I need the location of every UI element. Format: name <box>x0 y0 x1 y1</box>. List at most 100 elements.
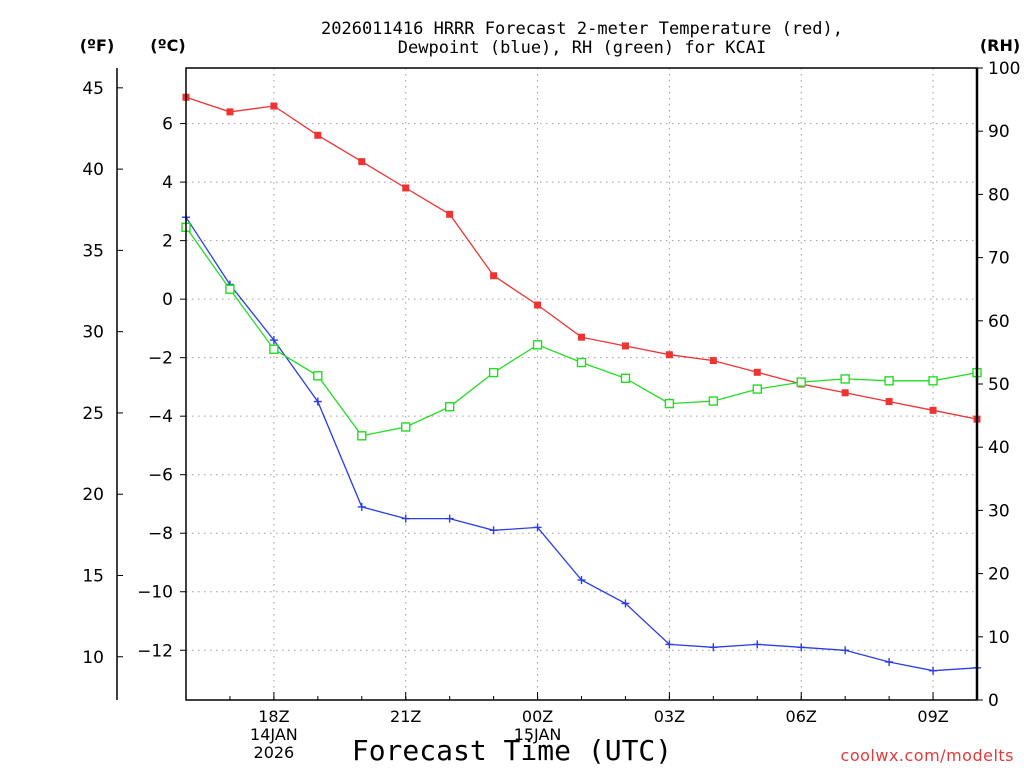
dewpoint-point <box>313 397 322 406</box>
celsius-tick-label: −10 <box>137 583 173 603</box>
temperature-point <box>446 210 454 218</box>
temperature-point <box>621 342 629 350</box>
dewpoint-point <box>401 514 410 523</box>
rh-point <box>401 422 411 432</box>
temperature-point <box>665 351 673 359</box>
credit-text: coolwx.com/modelts <box>841 746 1014 765</box>
rh-tick-label: 20 <box>988 565 1010 585</box>
rh-tick-label: 80 <box>988 185 1010 205</box>
rh-tick-label: 70 <box>988 249 1010 269</box>
rh-point <box>708 396 719 406</box>
celsius-tick-label: −2 <box>148 349 173 369</box>
dewpoint-point <box>269 336 278 345</box>
rh-point <box>840 374 850 384</box>
rh-point <box>225 284 235 294</box>
dewpoint-point <box>753 640 762 649</box>
x-tick-label: 06Z <box>786 707 817 726</box>
celsius-tick-label: 0 <box>162 290 173 310</box>
rh-point <box>620 373 631 384</box>
temperature-point <box>402 184 410 192</box>
dewpoint-point <box>797 643 806 652</box>
dewpoint-point <box>665 640 674 649</box>
fahrenheit-tick-label: 40 <box>82 160 104 180</box>
fahrenheit-tick-label: 15 <box>82 566 104 586</box>
dewpoint-point <box>709 643 718 652</box>
temperature-point <box>314 131 322 139</box>
temperature-point <box>226 108 234 116</box>
rh-point <box>576 357 587 368</box>
rh-tick-label: 100 <box>988 59 1020 79</box>
dewpoint-point <box>621 599 630 608</box>
x-axis-title: Forecast Time (UTC) <box>352 734 672 767</box>
celsius-tick-label: 2 <box>162 232 173 252</box>
temperature-point <box>270 102 278 110</box>
chart-title-line1: 2026011416 HRRR Forecast 2-meter Tempera… <box>321 19 843 39</box>
dewpoint-point <box>445 514 454 523</box>
rh-point <box>752 384 762 394</box>
celsius-axis: 6 4 2 0 −2 −4 −6 −8 −10 −12 <box>137 115 186 661</box>
rh-point <box>928 376 938 386</box>
temperature-point <box>841 389 849 397</box>
fahrenheit-tick-label: 20 <box>82 485 104 505</box>
x-tick-label: 15JAN <box>514 725 562 744</box>
rh-point <box>664 398 675 409</box>
celsius-tick-label: −4 <box>148 407 173 427</box>
rh-tick-label: 50 <box>988 375 1010 395</box>
rh-point <box>532 340 543 350</box>
fahrenheit-unit-label: (ºF) <box>80 36 115 55</box>
rh-point <box>444 402 455 412</box>
rh-tick-label: 10 <box>988 628 1010 648</box>
temperature-point <box>358 158 366 166</box>
x-tick-label: 2026 <box>254 743 295 762</box>
rh-point <box>884 376 894 386</box>
fahrenheit-tick-label: 25 <box>82 404 104 424</box>
temperature-point <box>885 398 893 406</box>
rh-tick-label: 0 <box>988 691 999 711</box>
rh-point <box>357 431 367 441</box>
dewpoint-point <box>577 576 586 585</box>
celsius-tick-label: 6 <box>162 115 173 135</box>
temperature-point <box>753 368 761 376</box>
dewpoint-point <box>357 502 366 511</box>
rh-tick-label: 40 <box>988 438 1010 458</box>
temperature-point <box>709 357 717 365</box>
temperature-point <box>490 272 498 280</box>
dewpoint-point <box>533 523 542 532</box>
x-tick-label: 03Z <box>654 707 685 726</box>
temperature-point <box>929 406 937 414</box>
fahrenheit-axis: 45 40 35 30 25 20 15 10 <box>82 79 123 668</box>
dewpoint-point <box>885 657 894 666</box>
celsius-tick-label: 4 <box>162 173 173 193</box>
rh-point <box>488 367 499 378</box>
rh-tick-label: 60 <box>988 312 1010 332</box>
rh-tick-label: 30 <box>988 501 1010 521</box>
temperature-point <box>534 301 542 309</box>
celsius-tick-label: −12 <box>137 641 173 661</box>
fahrenheit-tick-label: 35 <box>82 241 104 261</box>
fahrenheit-tick-label: 30 <box>82 323 104 343</box>
x-tick-label: 18Z <box>258 707 289 726</box>
celsius-unit-label: (ºC) <box>150 36 185 55</box>
x-tick-label: 14JAN <box>250 725 298 744</box>
temperature-point <box>578 333 585 341</box>
fahrenheit-tick-label: 10 <box>82 648 104 668</box>
rh-point <box>313 371 323 381</box>
dewpoint-point <box>489 526 498 535</box>
dewpoint-point <box>929 666 938 675</box>
rh-point <box>796 377 806 387</box>
series-rh <box>181 222 982 441</box>
celsius-tick-label: −8 <box>148 524 173 544</box>
dewpoint-point <box>841 646 850 655</box>
rh-unit-label: (RH) <box>980 36 1020 55</box>
celsius-tick-label: −6 <box>148 466 173 486</box>
rh-tick-label: 90 <box>988 122 1010 142</box>
fahrenheit-tick-label: 45 <box>82 79 104 99</box>
x-tick-label: 21Z <box>390 707 421 726</box>
x-tick-label: 00Z <box>522 707 553 726</box>
chart-title-line2: Dewpoint (blue), RH (green) for KCAI <box>398 38 766 58</box>
